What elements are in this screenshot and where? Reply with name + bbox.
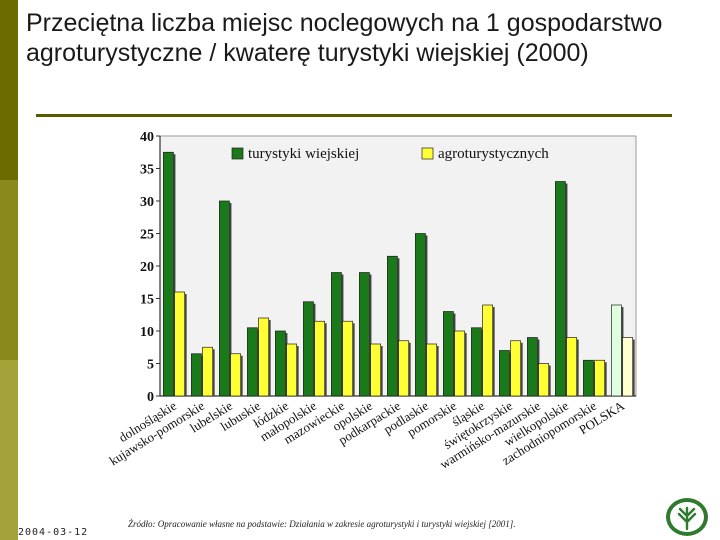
bar-agroturystycznych [426, 343, 437, 397]
bar-turystyki-wiejskiej [359, 272, 370, 397]
bar-agroturystycznych [594, 359, 605, 397]
bar-turystyki-wiejskiej [303, 301, 314, 397]
bar-turystyki-wiejskiej [219, 200, 230, 397]
bar-chart: 0510152025303540dolnośląskiekujawsko-pom… [107, 130, 637, 472]
bar-agroturystycznych [454, 330, 465, 397]
bar-shadow [576, 339, 579, 396]
bar-shadow [604, 362, 607, 396]
y-tick-label: 10 [140, 325, 154, 340]
bar-agroturystycznych [258, 317, 269, 397]
bar-agroturystycznych [230, 353, 241, 397]
bar-shadow [296, 346, 299, 396]
bar-agroturystycznych [370, 343, 381, 397]
bar-shadow [229, 203, 232, 396]
bar-shadow [492, 307, 495, 396]
side-bar-top [0, 0, 18, 180]
bar-agroturystycznych [538, 363, 549, 397]
bar-turystyki-wiejskiej [583, 359, 594, 397]
source-note: Źródło: Opracowanie własne na podstawie:… [128, 519, 516, 529]
bar-agroturystycznych [482, 304, 493, 397]
legend-swatch [231, 147, 244, 160]
legend-label: agroturystycznych [438, 146, 549, 162]
bar-shadow [520, 342, 523, 396]
y-tick-label: 40 [140, 130, 154, 145]
bar-turystyki-wiejskiej [555, 181, 566, 397]
bar-shadow [184, 294, 187, 396]
legend-swatch [421, 147, 434, 160]
bar-shadow [268, 320, 271, 396]
bar-shadow [408, 342, 411, 396]
bar-turystyki-wiejskiej [527, 337, 538, 397]
bar-shadow [212, 349, 215, 396]
bar-turystyki-wiejskiej [331, 272, 342, 397]
bar-turystyki-wiejskiej [387, 255, 398, 397]
y-tick-label: 0 [147, 390, 154, 405]
wheat-emblem-icon [666, 498, 708, 536]
bar-agroturystycznych [314, 320, 325, 397]
y-tick-label: 5 [147, 358, 154, 373]
bar-agroturystycznych [510, 340, 521, 397]
bar-shadow [173, 154, 176, 396]
y-tick-label: 25 [140, 228, 154, 243]
bar-turystyki-wiejskiej [415, 233, 426, 397]
bar-turystyki-wiejskiej [471, 327, 482, 397]
bar-turystyki-wiejskiej [611, 304, 622, 397]
y-tick-label: 15 [140, 293, 154, 308]
slide-title: Przeciętna liczba miejsc noclegowych na … [26, 9, 663, 67]
bar-agroturystycznych [174, 291, 185, 397]
bar-agroturystycznych [622, 337, 633, 397]
bar-shadow [632, 339, 635, 396]
y-tick-label: 30 [140, 195, 154, 210]
bar-agroturystycznych [202, 346, 213, 397]
bar-turystyki-wiejskiej [443, 311, 454, 397]
bar-shadow [369, 274, 372, 396]
bar-turystyki-wiejskiej [191, 353, 202, 397]
bar-shadow [240, 355, 243, 396]
bar-agroturystycznych [566, 337, 577, 397]
bar-agroturystycznych [398, 340, 409, 397]
bar-turystyki-wiejskiej [275, 330, 286, 397]
slide-date: 2004-03-12 [18, 527, 89, 538]
bar-shadow [548, 365, 551, 396]
bar-agroturystycznych [342, 320, 353, 397]
bar-turystyki-wiejskiej [247, 327, 258, 397]
bar-shadow [464, 333, 467, 396]
y-tick-label: 20 [140, 260, 154, 275]
title-underline [36, 114, 672, 117]
bar-shadow [425, 235, 428, 396]
side-bar-middle [0, 180, 18, 360]
bar-shadow [352, 323, 355, 396]
legend-label: turystyki wiejskiej [248, 146, 359, 162]
bar-agroturystycznych [286, 343, 297, 397]
bar-turystyki-wiejskiej [163, 151, 174, 397]
side-bar-bottom [0, 360, 18, 540]
bar-shadow [436, 346, 439, 396]
bar-shadow [397, 258, 400, 396]
bar-shadow [324, 323, 327, 396]
bar-shadow [565, 183, 568, 396]
bar-shadow [380, 346, 383, 396]
bar-turystyki-wiejskiej [499, 350, 510, 397]
y-tick-label: 35 [140, 163, 154, 178]
